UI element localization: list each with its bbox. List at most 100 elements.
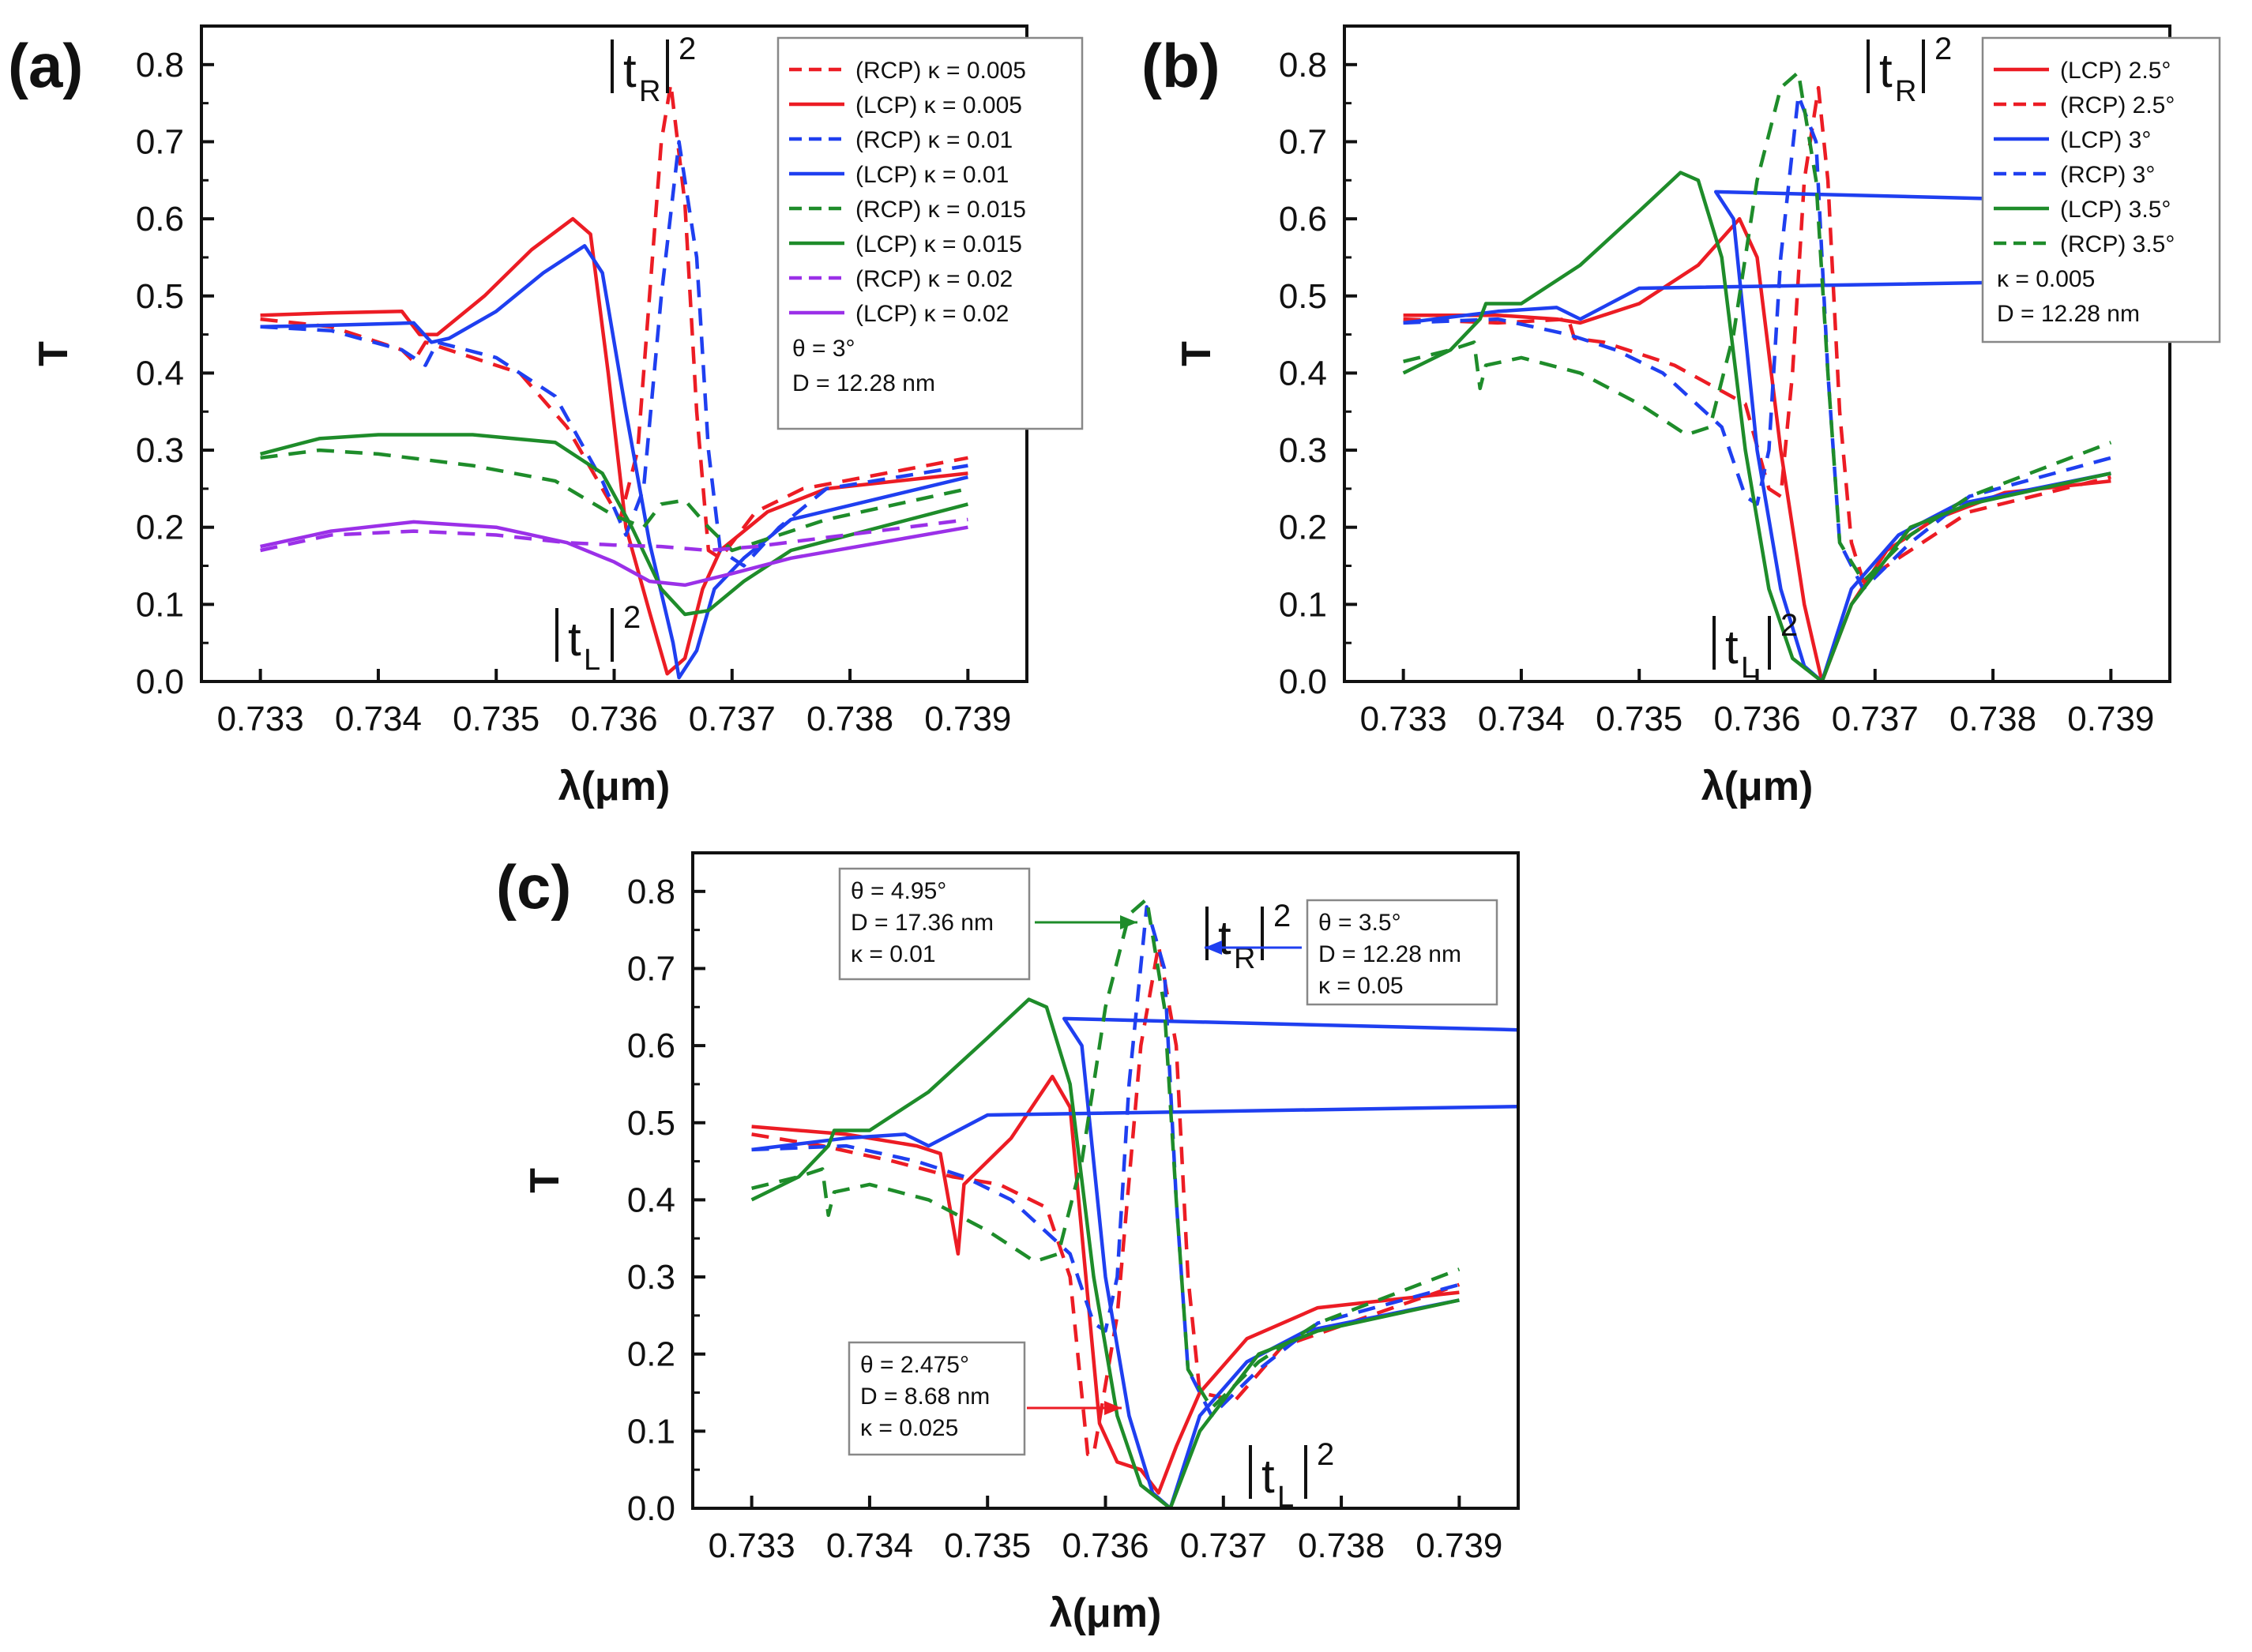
x-tick-label: 0.739 [2067, 700, 2154, 738]
legend-note: D = 12.28 nm [792, 370, 935, 396]
tL-annotation-a: t L2 [555, 600, 641, 677]
y-tick-label: 0.4 [136, 354, 184, 392]
callout-line: κ = 0.05 [1318, 973, 1404, 999]
legend-box [1981, 36, 2221, 344]
y-tick-label: 0.5 [627, 1104, 675, 1143]
series-line-a-5 [260, 433, 968, 617]
legend-item-label: (RCP) 3° [2060, 162, 2155, 188]
callout-arrow-head [1205, 941, 1222, 955]
x-tick-label: 0.737 [689, 700, 776, 738]
callout-line: θ = 2.475° [860, 1352, 969, 1378]
callout-line: D = 8.68 nm [860, 1384, 990, 1410]
callout-line: κ = 0.025 [860, 1415, 958, 1441]
y-tick-label: 0.0 [1279, 663, 1327, 701]
legend-item-label: (RCP) κ = 0.01 [855, 127, 1013, 153]
y-tick-label: 0.4 [627, 1181, 675, 1219]
legend-item-label: (LCP) κ = 0.01 [855, 162, 1009, 188]
x-tick-label: 0.738 [806, 700, 893, 738]
x-axis-label: λ(μm) [1050, 1590, 1162, 1636]
anno-t: t [1261, 1450, 1275, 1503]
x-tick-label: 0.736 [1713, 700, 1800, 738]
x-tick-label: 0.733 [709, 1526, 795, 1565]
x-tick-label: 0.738 [1949, 700, 2036, 738]
callout-box [848, 1341, 1026, 1456]
x-axis-label: λ(μm) [1701, 764, 1814, 809]
series-line-c-5 [751, 897, 1461, 1410]
panel-label-c: (c) [496, 852, 571, 922]
y-tick-label: 0.7 [1279, 122, 1327, 161]
x-tick-label: 0.734 [1478, 700, 1565, 738]
legend-item-label: (LCP) 3° [2060, 127, 2151, 153]
anno-subscript: R [639, 75, 660, 108]
legend-item-label: (LCP) κ = 0.015 [855, 231, 1022, 257]
anno-superscript: 2 [679, 32, 696, 66]
anno-subscript: L [1277, 1481, 1294, 1514]
x-tick-label: 0.737 [1832, 700, 1919, 738]
series-line-c-2 [751, 1016, 1518, 1508]
panel-label-a: (a) [8, 31, 83, 100]
tR-annotation-a: t R2 [611, 32, 696, 108]
y-tick-label: 0.7 [627, 949, 675, 988]
series-line-b-4 [1402, 171, 2111, 681]
legend-item-label: (RCP) 3.5° [2060, 231, 2175, 257]
x-tick-label: 0.733 [1360, 700, 1447, 738]
series-line-c-3 [751, 905, 1460, 1418]
series-line-b-1 [1403, 85, 2111, 584]
x-tick-label: 0.735 [453, 700, 540, 738]
anno-subscript: L [1741, 651, 1758, 685]
callout-2: θ = 2.475° D = 8.68 nm κ = 0.025 [848, 1341, 1122, 1456]
x-tick-label: 0.735 [944, 1526, 1031, 1565]
y-tick-label: 0.3 [1279, 431, 1327, 470]
legend-note: θ = 3° [792, 336, 855, 362]
series-line-b-2 [1403, 190, 2170, 681]
legend-note: κ = 0.005 [1997, 266, 2095, 292]
anno-t: t [1879, 44, 1893, 97]
anno-subscript: R [1895, 75, 1916, 108]
anno-t: t [568, 613, 581, 666]
y-tick-label: 0.8 [136, 46, 184, 84]
x-tick-label: 0.738 [1298, 1526, 1385, 1565]
legend-item-label: (RCP) κ = 0.02 [855, 266, 1013, 292]
series-line-a-4 [260, 448, 968, 553]
series-line-c-0 [751, 1074, 1460, 1495]
callout-line: κ = 0.01 [851, 941, 936, 967]
y-tick-label: 0.1 [627, 1412, 675, 1451]
y-tick-label: 0.2 [136, 509, 184, 547]
callout-line: θ = 4.95° [851, 878, 946, 904]
callout-box [1306, 899, 1498, 1006]
tL-annotation-b: t L2 [1712, 608, 1798, 685]
legend-item-label: (RCP) 2.5° [2060, 92, 2175, 118]
anno-superscript: 2 [1780, 608, 1798, 643]
legend-b: (LCP) 2.5° (RCP) 2.5° (LCP) 3° (RCP) 3° (LCP… [1981, 36, 2221, 344]
y-axis-label: T [522, 1168, 568, 1193]
callout-0: θ = 4.95° D = 17.36 nm κ = 0.01 [838, 867, 1137, 981]
y-tick-label: 0.8 [1279, 46, 1327, 84]
x-tick-label: 0.734 [335, 700, 422, 738]
series-line-a-6 [260, 517, 968, 553]
callout-arrow-head [1120, 915, 1137, 929]
anno-superscript: 2 [623, 600, 641, 635]
series-line-a-2 [260, 140, 968, 568]
legend-item-label: (LCP) κ = 0.005 [855, 92, 1022, 118]
y-tick-label: 0.0 [627, 1489, 675, 1528]
x-tick-label: 0.739 [924, 700, 1011, 738]
series-line-c-1 [751, 943, 1461, 1456]
x-tick-label: 0.737 [1180, 1526, 1267, 1565]
panel-b: (b) 0.0 0.1 0.2 0.3 0.4 0.5 0.6 0.7 0.8 0.733 0.734… [1141, 24, 2221, 809]
y-tick-label: 0.1 [1279, 585, 1327, 624]
y-tick-label: 0.6 [1279, 200, 1327, 238]
y-tick-label: 0.7 [136, 122, 184, 161]
y-tick-label: 0.5 [136, 277, 184, 316]
y-tick-label: 0.0 [136, 663, 184, 701]
y-axis-label: T [1174, 341, 1220, 366]
callout-line: θ = 3.5° [1318, 910, 1401, 936]
y-tick-label: 0.4 [1279, 354, 1327, 392]
legend-note: D = 12.28 nm [1997, 301, 2140, 327]
series-line-c-4 [750, 997, 1460, 1508]
series-line-b-5 [1403, 70, 2112, 584]
tL-annotation-c: t L2 [1249, 1437, 1334, 1514]
y-tick-label: 0.5 [1279, 277, 1327, 316]
y-tick-label: 0.1 [136, 585, 184, 624]
anno-t: t [1725, 621, 1739, 674]
